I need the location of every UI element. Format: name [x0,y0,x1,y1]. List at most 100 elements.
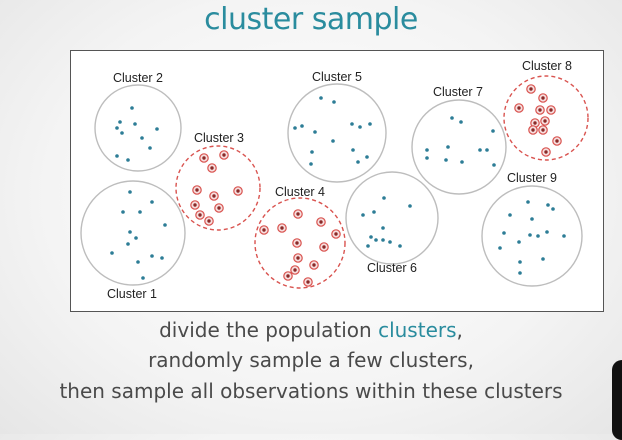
cluster-1-observation-5 [163,223,167,227]
cluster-3-observation-5 [236,189,240,193]
cluster-5-observation-1 [319,96,323,100]
cluster-6: Cluster 6 [345,171,439,275]
cluster-8-observation-8 [541,128,545,132]
cluster-1-observation-12 [141,276,145,280]
cluster-6-observation-3 [372,210,376,214]
cluster-6-label: Cluster 6 [367,261,417,275]
cluster-5-observation-5 [313,130,317,134]
cluster-7: Cluster 7 [411,85,507,195]
cluster-2-observation-3 [115,126,119,130]
cluster-8-observation-7 [543,119,547,123]
cluster-3-observation-2 [222,153,226,157]
cluster-1: Cluster 1 [80,180,186,301]
caption-line-3: then sample all observations within thes… [59,379,563,403]
cluster-4-observation-4 [319,220,323,224]
cluster-5: Cluster 5 [287,70,387,183]
cluster-7-observation-7 [444,158,448,162]
caption-highlight-clusters: clusters [378,318,457,342]
cluster-4-observation-1 [296,212,300,216]
cluster-1-observation-7 [134,236,138,240]
cluster-2-observation-6 [155,127,159,131]
cluster-1-observation-11 [136,260,140,264]
cluster-5-observation-3 [293,126,297,130]
cluster-1-label: Cluster 1 [107,287,157,301]
cluster-8-observation-4 [538,108,542,112]
cluster-1-observation-1 [128,190,132,194]
cluster-6-observation-6 [369,235,373,239]
cluster-7-observation-1 [450,116,454,120]
cluster-3-observation-4 [195,188,199,192]
cluster-8-boundary [503,75,589,161]
cluster-2: Cluster 2 [94,71,182,172]
cluster-9-observation-7 [536,234,540,238]
cluster-8-observation-11 [544,150,548,154]
cluster-3-observation-6 [212,194,216,198]
cluster-2-boundary [94,84,182,172]
cluster-6-observation-11 [398,244,402,248]
cluster-5-observation-12 [365,155,369,159]
cluster-4-observation-9 [296,256,300,260]
cluster-4-observation-3 [262,228,266,232]
cluster-9-observation-10 [517,240,521,244]
cluster-1-observation-8 [126,242,130,246]
cluster-3-observation-7 [193,203,197,207]
cluster-2-observation-7 [140,136,144,140]
cluster-6-observation-4 [361,213,365,217]
cluster-1-observation-10 [150,254,154,258]
cluster-4-observation-6 [322,245,326,249]
cluster-5-observation-10 [310,150,314,154]
cluster-2-observation-5 [120,131,124,135]
cluster-3-observation-9 [207,219,211,223]
cluster-9-observation-6 [545,230,549,234]
cluster-1-observation-13 [160,256,164,260]
cluster-1-observation-6 [128,230,132,234]
cluster-9-label: Cluster 9 [507,171,557,185]
cluster-8-observation-10 [555,139,559,143]
cluster-3-observation-3 [210,166,214,170]
cluster-4-observation-12 [306,280,310,284]
cluster-5-observation-2 [332,100,336,104]
cluster-5-observation-8 [368,122,372,126]
cluster-5-observation-7 [358,125,362,129]
cluster-7-observation-11 [425,156,429,160]
cluster-4-observation-10 [286,274,290,278]
cluster-8-observation-3 [517,106,521,110]
caption-line-1: divide the population clusters, [0,318,622,342]
cluster-2-observation-2 [118,120,122,124]
cluster-5-label: Cluster 5 [312,70,362,84]
cluster-5-observation-14 [309,162,313,166]
cluster-2-observation-10 [126,158,130,162]
cluster-7-boundary [411,99,507,195]
cluster-5-observation-4 [300,124,304,128]
cluster-7-observation-8 [460,160,464,164]
cluster-3-label: Cluster 3 [194,131,244,145]
cluster-9-observation-4 [508,213,512,217]
cluster-5-observation-6 [350,122,354,126]
cluster-6-observation-8 [381,238,385,242]
cluster-6-boundary [345,171,439,265]
cluster-8-observation-5 [549,108,553,112]
cluster-9-observation-2 [546,203,550,207]
cluster-6-observation-5 [381,226,385,230]
cluster-4-observation-2 [280,226,284,230]
cluster-1-observation-4 [138,210,142,214]
cluster-6-observation-10 [388,240,392,244]
cluster-3-observation-10 [217,206,221,210]
cluster-2-observation-9 [148,146,152,150]
cluster-4-observation-8 [312,263,316,267]
caption-line-1-text: divide the population [159,318,379,342]
cluster-7-observation-6 [485,148,489,152]
cluster-1-observation-2 [150,200,154,204]
cluster-2-observation-1 [130,106,134,110]
cluster-7-observation-9 [478,148,482,152]
cluster-9-observation-9 [502,231,506,235]
cluster-4-label: Cluster 4 [275,185,325,199]
cluster-1-boundary [80,180,186,286]
cluster-8-observation-2 [541,96,545,100]
cluster-9-observation-13 [518,260,522,264]
cluster-9-observation-15 [541,257,545,261]
cluster-9-observation-11 [528,233,532,237]
cluster-6-observation-2 [408,204,412,208]
cluster-8-observation-6 [533,121,537,125]
